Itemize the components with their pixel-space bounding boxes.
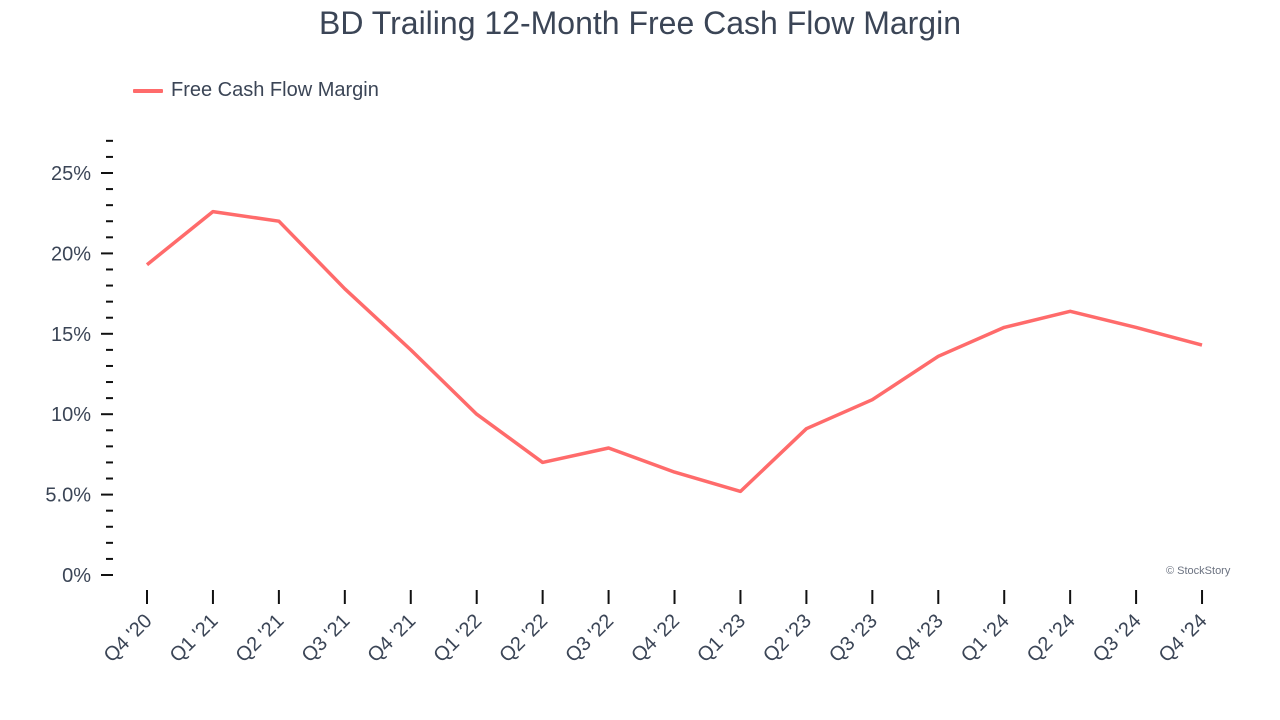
x-tick-label: Q1 '22 xyxy=(429,610,486,667)
credit-text: © StockStory xyxy=(1166,565,1231,577)
x-tick-label: Q2 '24 xyxy=(1023,610,1080,667)
x-tick-label: Q3 '21 xyxy=(298,610,355,667)
legend: Free Cash Flow Margin xyxy=(133,79,379,102)
x-tick-label: Q2 '22 xyxy=(495,610,552,667)
y-tick-label: 10% xyxy=(51,404,91,426)
x-tick-label: Q4 '22 xyxy=(627,610,684,667)
y-tick-label: 15% xyxy=(51,324,91,346)
series-line xyxy=(145,209,1203,494)
y-tick-label: 5.0% xyxy=(45,485,91,507)
x-tick-label: Q4 '21 xyxy=(364,610,421,667)
x-tick-label: Q2 '21 xyxy=(232,610,289,667)
x-tick-label: Q3 '22 xyxy=(561,610,618,667)
x-tick-label: Q3 '23 xyxy=(825,610,882,667)
x-tick-label: Q4 '23 xyxy=(891,610,948,667)
legend-label: Free Cash Flow Margin xyxy=(171,79,379,101)
x-tick-label: Q4 '20 xyxy=(100,610,157,667)
y-axis: 0% 5.0% 10% 15% 20% 25% xyxy=(45,139,113,587)
x-tick-label: Q1 '21 xyxy=(166,610,223,667)
x-tick-label: Q3 '24 xyxy=(1089,610,1146,667)
x-tick-label: Q1 '23 xyxy=(693,610,750,667)
y-tick-label: 25% xyxy=(51,163,91,185)
chart-title: BD Trailing 12-Month Free Cash Flow Marg… xyxy=(318,5,961,41)
legend-line-icon xyxy=(133,88,163,93)
y-tick-label: 20% xyxy=(51,243,91,265)
y-tick-label: 0% xyxy=(62,565,91,587)
x-tick-label: Q2 '23 xyxy=(759,610,816,667)
x-tick-label: Q4 '24 xyxy=(1155,610,1212,667)
x-axis: Q4 '20 Q1 '21 Q2 '21 Q3 '21 Q4 '21 Q1 '22 Q2 '… xyxy=(100,590,1212,667)
x-tick-label: Q1 '24 xyxy=(957,610,1014,667)
